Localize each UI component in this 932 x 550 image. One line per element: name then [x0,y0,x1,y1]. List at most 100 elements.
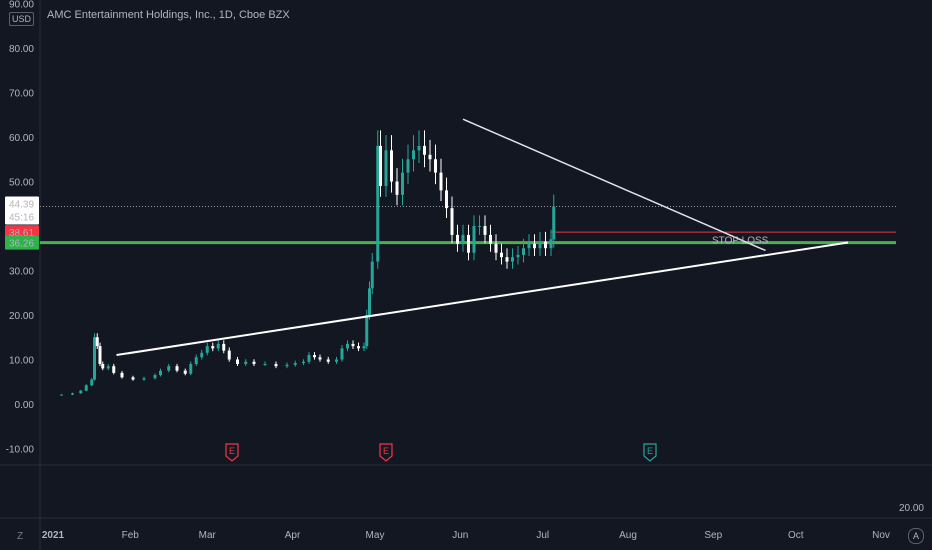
candle-body [216,343,220,349]
candle-body [362,346,366,349]
candle-body [406,159,410,173]
time-tick-label: Apr [285,530,301,541]
candle-body [236,359,239,364]
candle-body [120,372,124,378]
price-tag-box [5,196,39,225]
candle-body [428,154,432,160]
candle-body [98,346,102,364]
candle-body [544,241,547,249]
candle-body [522,248,525,255]
price-tick-label: 90.00 [9,0,34,11]
time-tick-label: Jun [452,530,468,541]
time-tick-label: May [366,530,385,541]
auto-scale-button[interactable]: A [908,528,924,544]
candle-body [131,377,135,380]
candle-body [351,343,355,347]
price-tick-label: 0.00 [15,400,35,411]
candle-body [84,385,88,391]
candle-body [346,343,349,349]
candle-body [376,145,380,262]
candle-body [494,243,498,253]
candle-body [189,363,193,374]
earnings-event-label: E [383,446,389,456]
price-tick-label: 50.00 [9,178,34,189]
symbol-legend[interactable]: AMC Entertainment Holdings, Inc., 1D, Cb… [47,9,290,21]
candle-body [527,243,531,249]
candle-body [489,234,492,244]
earnings-event-marker [379,443,393,462]
price-tick-label: -10.00 [6,445,35,456]
price-tick-label: 70.00 [9,89,34,100]
candle-body [194,357,198,364]
candle-body [252,361,256,364]
candle-body [307,355,311,362]
candle-body [368,288,371,315]
candle-body [483,226,487,235]
price-tick-label: 60.00 [9,133,34,144]
candle-body [423,145,426,155]
time-tick-label: Feb [122,530,140,541]
candle-body [326,359,330,362]
price-tick-label: 30.00 [9,267,34,278]
candle-body [159,370,162,376]
candle-body [552,206,556,240]
candle-body [244,361,248,364]
time-tick-label: Jul [536,530,549,541]
descending-trend-line [462,118,766,252]
timezone-icon[interactable]: Z [17,531,24,542]
candle-body [340,348,344,360]
candle-body [211,346,215,349]
candle-body [90,379,94,386]
candle-body [516,254,520,258]
candle-body [101,363,105,369]
candle-body [142,378,146,380]
time-tick-label: Aug [619,530,637,541]
candle-body [302,361,305,364]
lower-pane-label: 20.00 [899,503,924,514]
price-tag-label: 38.61 [9,228,34,239]
candle-body [370,261,374,289]
candle-body [227,350,231,360]
candle-body [183,370,187,374]
candle-body [379,145,382,186]
candle-body [478,226,481,227]
candle-body [384,150,388,186]
candle-body [79,390,83,394]
time-tick-label: Nov [872,530,890,541]
ascending-trend-line [116,241,849,357]
time-tick-label: 2021 [42,530,65,541]
candle-body [106,366,110,369]
candle-body [461,234,465,244]
candles-group [60,130,556,396]
candle-body [274,363,278,367]
candle-body [335,359,338,362]
price-tick-label: 80.00 [9,44,34,55]
candle-body [93,337,96,380]
candle-body [538,241,542,249]
candle-body [175,366,179,371]
candle-body [71,393,74,395]
candle-body [263,363,267,365]
candle-body [357,346,360,349]
candle-body [505,257,509,262]
candle-body [467,234,470,253]
candle-body [285,364,289,367]
candle-body [95,337,99,347]
price-tag-countdown: 45:16 [9,212,34,223]
candle-body [417,145,421,151]
candle-body [472,226,476,253]
candle-body [60,394,63,396]
earnings-event-label: E [647,446,653,456]
candle-body [439,172,443,191]
candle-body [412,150,415,160]
candle-body [293,363,297,365]
candle-body [445,190,448,209]
currency-badge[interactable]: USD [9,12,35,26]
candle-body [511,257,514,262]
price-tag-box [5,235,39,250]
candle-body [318,357,322,360]
candle-body [395,181,399,195]
candle-body [365,315,369,347]
candle-body [549,239,553,249]
